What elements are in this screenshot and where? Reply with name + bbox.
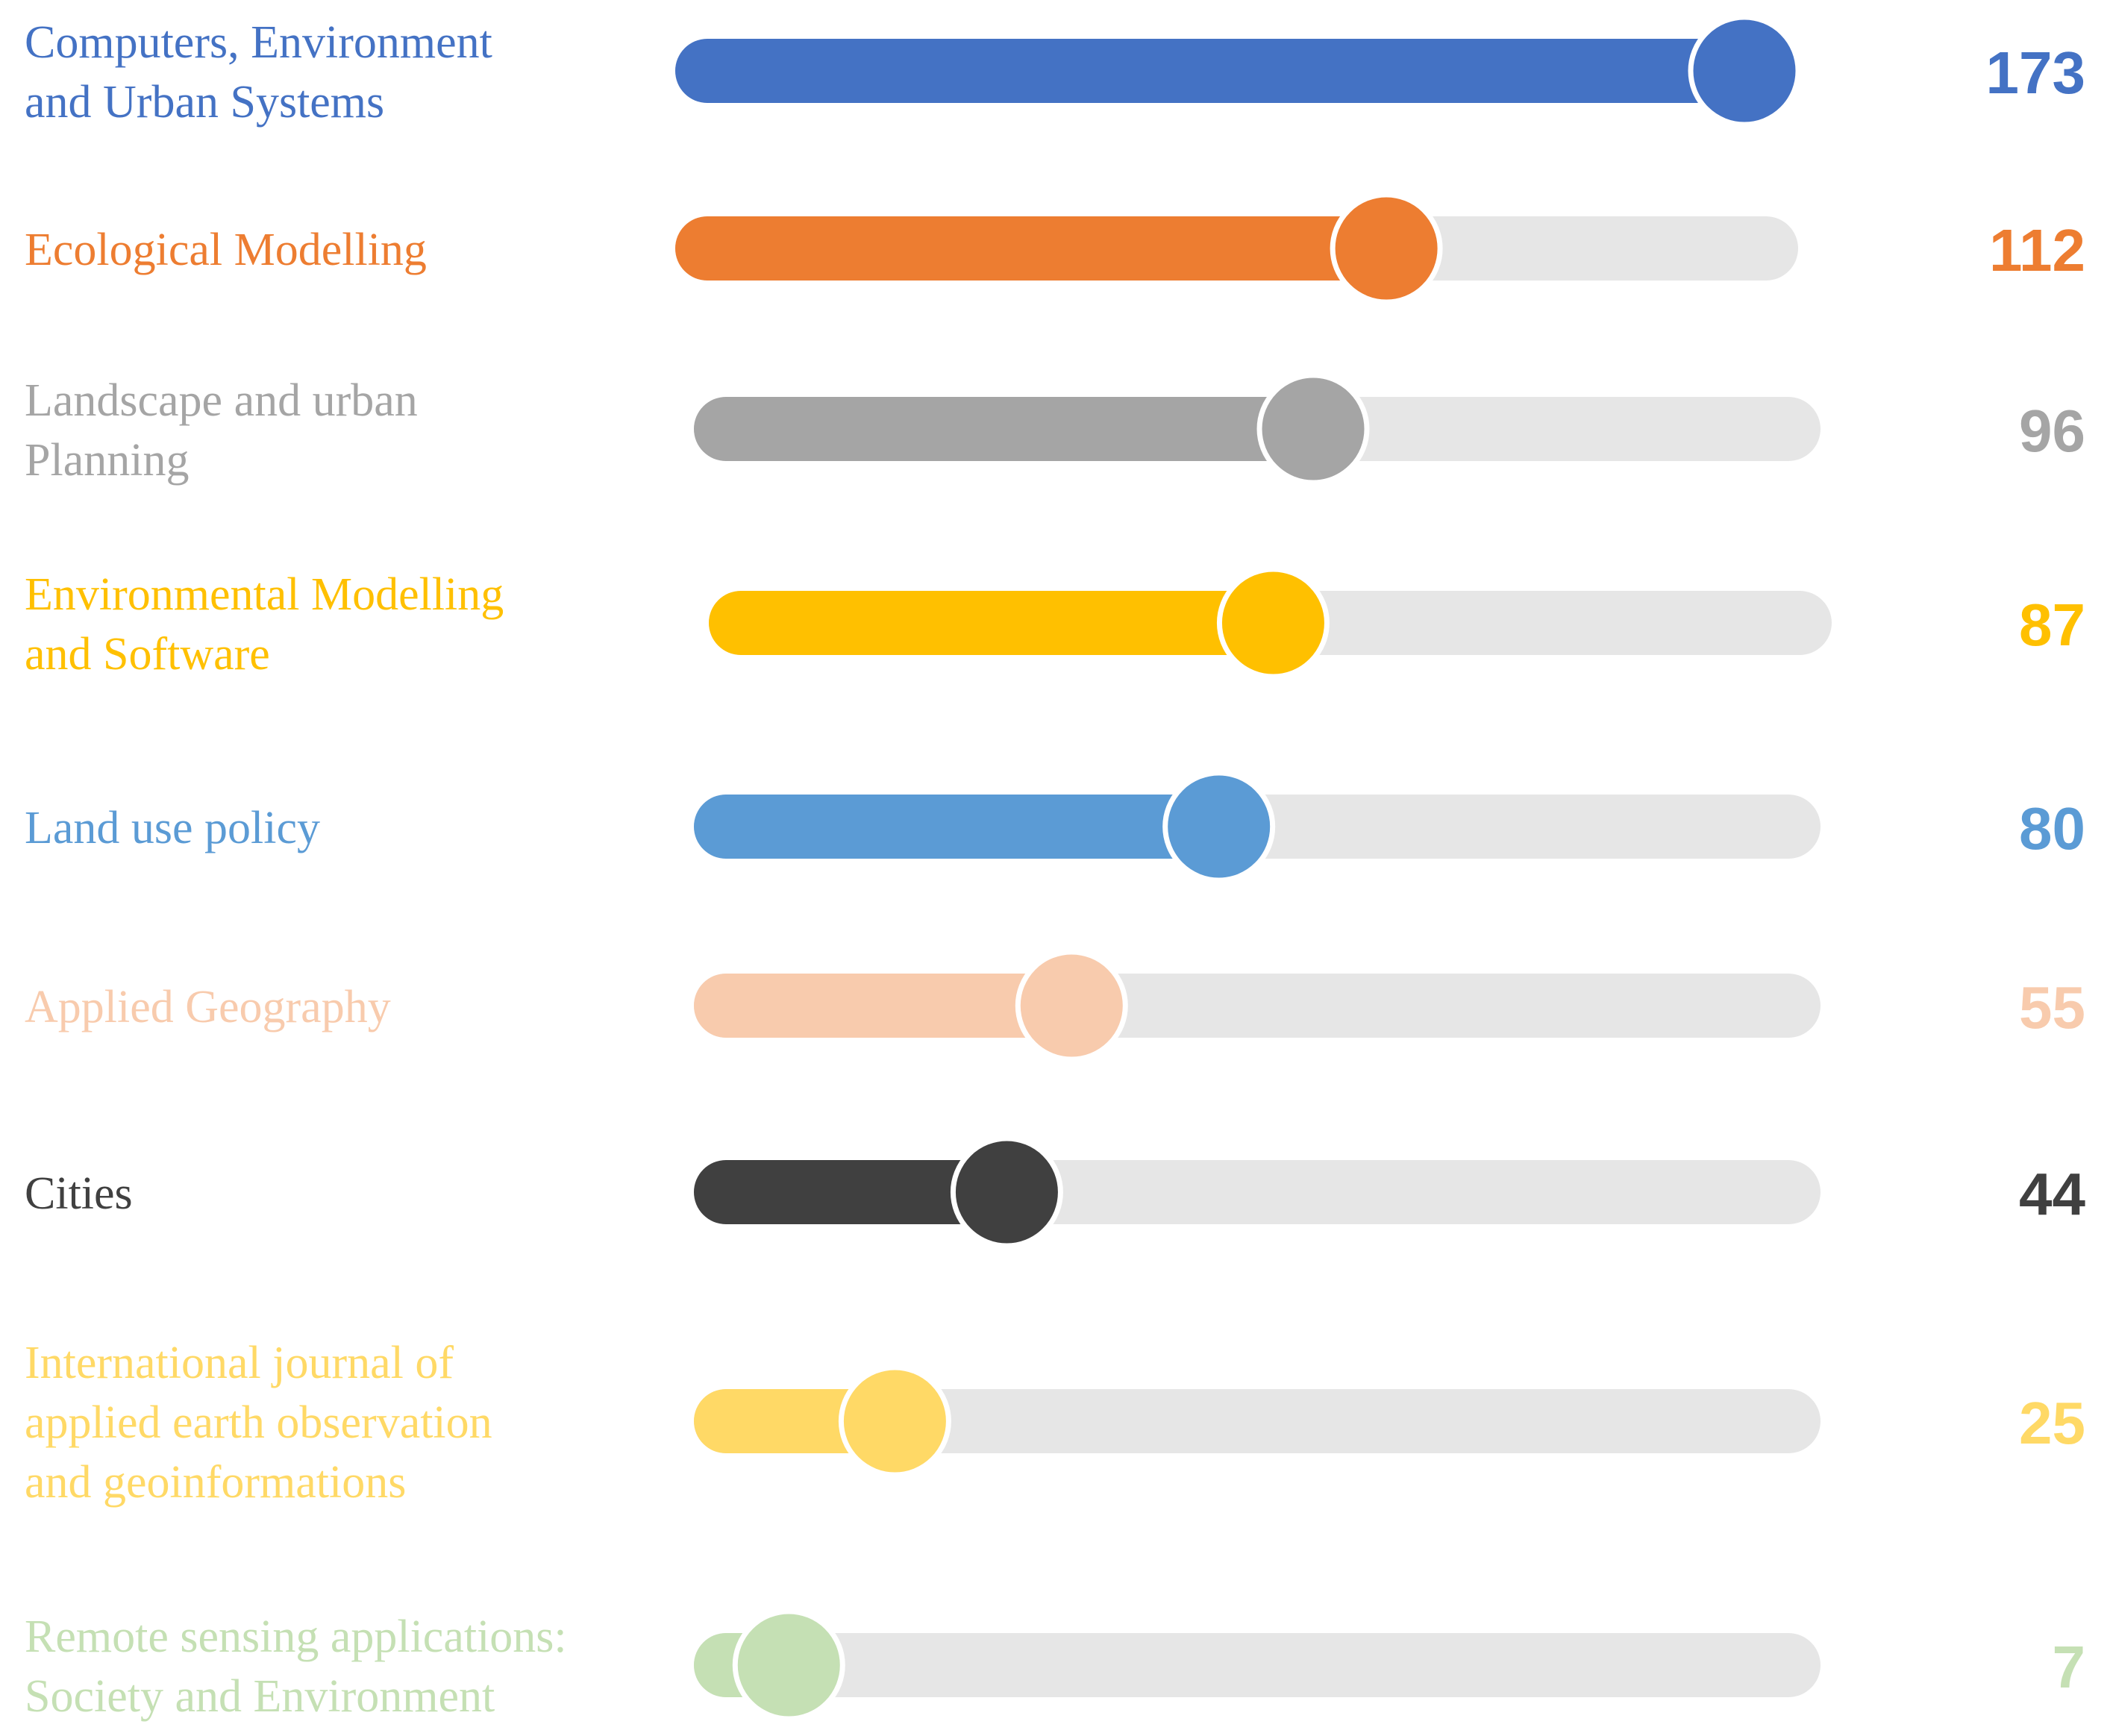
bar-fill [709, 591, 1274, 655]
bar-row: Landscape and urban Planning 96 [25, 372, 2085, 486]
category-label: Land use policy [25, 803, 320, 853]
bar-track [694, 1633, 1821, 1697]
category-label: Computers, Environment and Urban Systems [25, 17, 492, 128]
category-label-line: and geoinformations [25, 1457, 406, 1508]
value-label: 80 [2019, 795, 2085, 862]
category-label: Cities [25, 1168, 133, 1219]
category-label-line: Society and Environment [25, 1671, 495, 1722]
value-label: 44 [2019, 1161, 2085, 1227]
category-label-line: Planning [25, 435, 189, 486]
bar-fill [694, 795, 1219, 859]
bar-track [694, 1389, 1821, 1453]
category-label-line: Remote sensing applications: [25, 1611, 567, 1662]
category-label-line: applied earth observation [25, 1397, 492, 1448]
bar-row: Land use policy 80 [25, 770, 2085, 883]
bar-row: Ecological Modelling 112 [25, 192, 2085, 305]
category-label-line: Environmental Modelling [25, 569, 504, 620]
bar-fill [694, 1160, 1007, 1224]
category-label-line: International journal of [25, 1338, 454, 1388]
bar-knob [732, 1608, 845, 1722]
value-label: 55 [2019, 974, 2085, 1041]
category-label: Applied Geography [25, 982, 391, 1032]
bar-knob [1015, 949, 1128, 1062]
bar-knob [1216, 566, 1330, 680]
bar-row: Cities 44 [25, 1135, 2086, 1249]
bar-knob [1688, 14, 1801, 128]
category-label-line: Applied Geography [25, 982, 391, 1032]
category-label-line: Computers, Environment [25, 17, 492, 68]
category-label: Ecological Modelling [25, 225, 427, 275]
category-label-line: Cities [25, 1168, 133, 1219]
bar-row: International journal of applied earth ob… [25, 1338, 2085, 1508]
value-label: 173 [1986, 40, 2085, 106]
category-label: Remote sensing applications: Society and … [25, 1611, 567, 1722]
bar-fill [694, 974, 1072, 1038]
value-label: 25 [2019, 1390, 2085, 1456]
value-label: 87 [2019, 592, 2085, 658]
category-label-line: Landscape and urban [25, 375, 418, 426]
category-label-line: Land use policy [25, 803, 320, 853]
bar-knob [1256, 372, 1370, 486]
bar-fill [675, 216, 1387, 281]
value-label: 7 [2053, 1634, 2086, 1700]
bar-knob [1330, 192, 1443, 305]
bar-knob [1162, 770, 1276, 883]
value-label: 96 [2019, 398, 2085, 464]
category-label: Landscape and urban Planning [25, 375, 418, 486]
bar-row: Computers, Environment and Urban Systems 1… [25, 14, 2085, 128]
bar-knob [838, 1364, 951, 1478]
bar-knob [950, 1135, 1063, 1249]
category-label: International journal of applied earth ob… [25, 1338, 492, 1508]
bar-fill [675, 39, 1744, 103]
bar-row: Remote sensing applications: Society and … [25, 1608, 2086, 1722]
category-label-line: and Software [25, 629, 270, 680]
value-label: 112 [1989, 217, 2085, 283]
bar-row: Applied Geography 55 [25, 949, 2085, 1062]
bar-fill [694, 397, 1314, 461]
category-label: Environmental Modelling and Software [25, 569, 504, 680]
category-label-line: Ecological Modelling [25, 225, 427, 275]
bar-row: Environmental Modelling and Software 87 [25, 566, 2085, 680]
category-label-line: and Urban Systems [25, 77, 384, 128]
